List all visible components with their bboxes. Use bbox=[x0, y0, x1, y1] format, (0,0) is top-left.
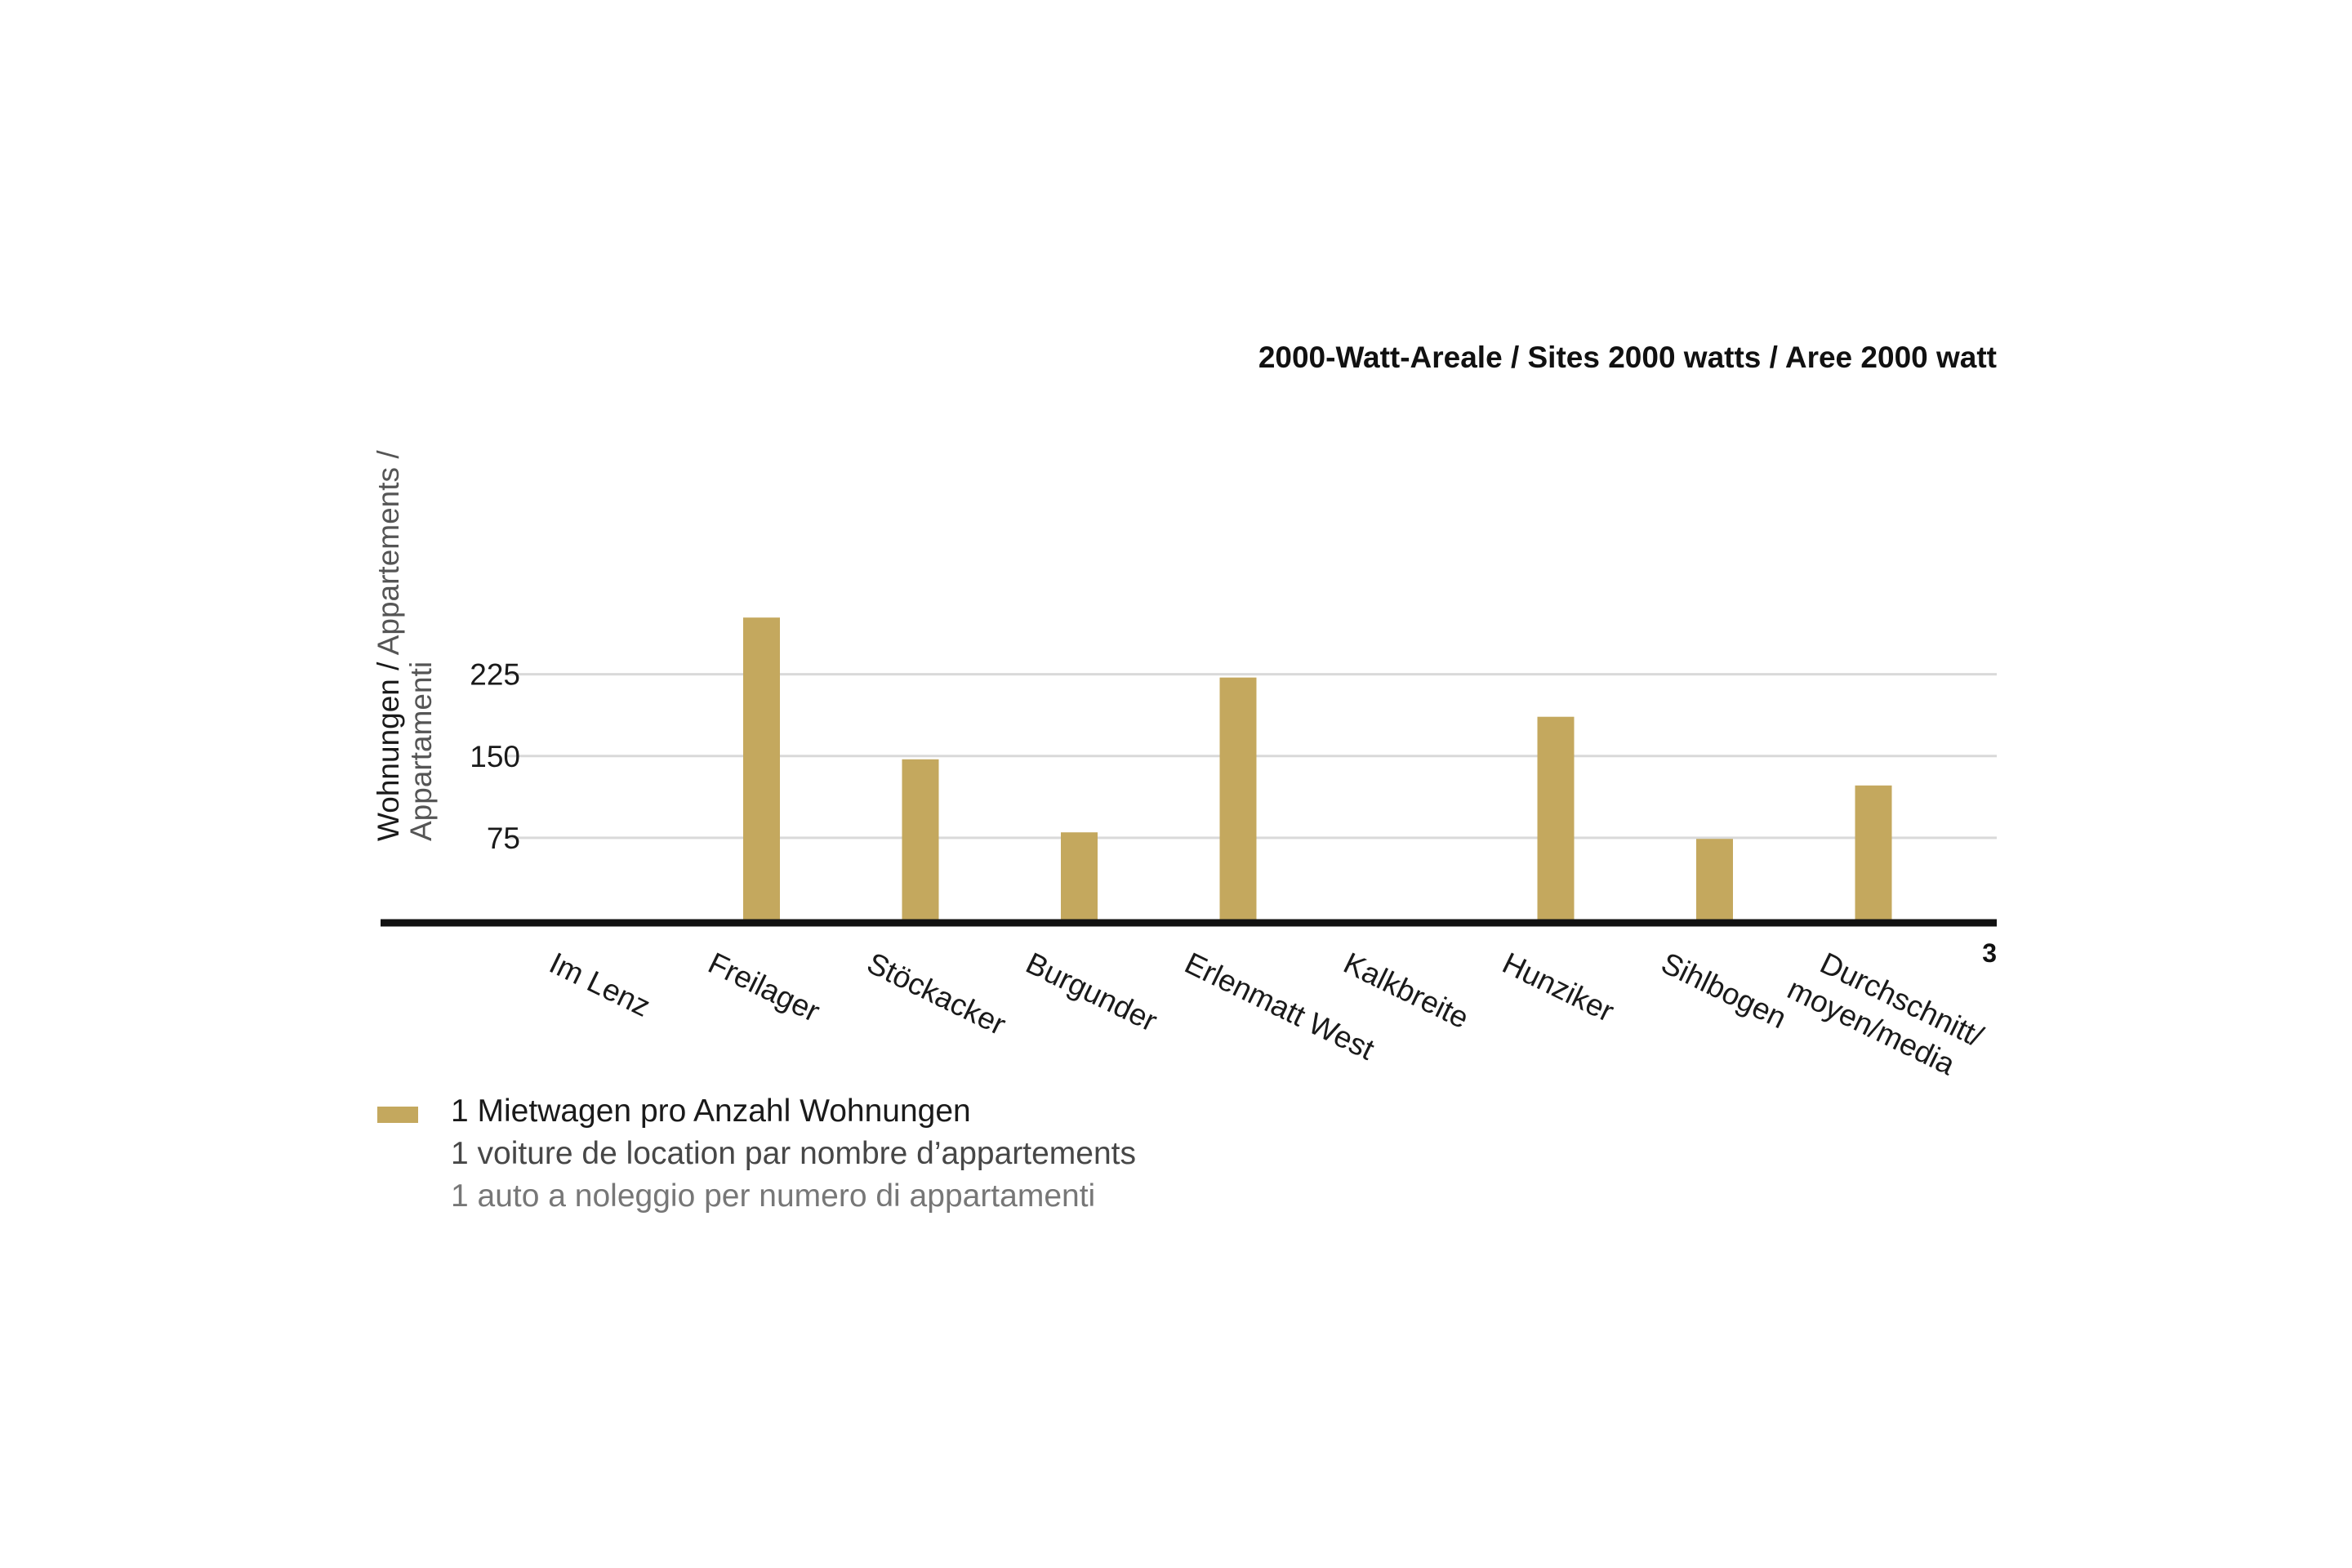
legend-label-fr: 1 voiture de location par nombre d’appar… bbox=[451, 1136, 1136, 1171]
bar bbox=[1855, 785, 1892, 920]
chart-title: 2000-Watt-Areale / Sites 2000 watts / Ar… bbox=[1258, 341, 1997, 374]
bar bbox=[1219, 677, 1257, 920]
y-tick-label: 75 bbox=[487, 822, 520, 855]
x-tick-label: Freilager bbox=[703, 946, 825, 1028]
x-tick-label: Hunziker bbox=[1497, 946, 1619, 1028]
bars bbox=[743, 617, 1892, 920]
page-marker: 3 bbox=[1982, 938, 1997, 968]
x-tick-label: Kalkbreite bbox=[1339, 946, 1474, 1035]
x-tick-label: Im Lenz bbox=[544, 946, 655, 1023]
x-tick-label: Durchschnitt/moyen/media bbox=[1783, 938, 1989, 1088]
y-axis-label-main: Wohnungen / bbox=[372, 655, 405, 841]
legend-swatch bbox=[377, 1107, 418, 1123]
y-axis-label-line2: Appartamenti bbox=[404, 662, 438, 841]
x-tick-label: Sihlbogen bbox=[1656, 946, 1792, 1035]
bar bbox=[1537, 716, 1575, 920]
y-tick-label: 225 bbox=[470, 658, 520, 692]
x-tick-labels: Im Lenz Freilager Stöckacker Burgunder Erlen… bbox=[544, 938, 1989, 1088]
x-tick-label: Burgunder bbox=[1021, 946, 1162, 1038]
y-tick-labels: 75 150 225 bbox=[470, 658, 520, 855]
legend-label-de: 1 Mietwagen pro Anzahl Wohnungen bbox=[451, 1094, 971, 1129]
y-axis-label-secondary: Appartements / bbox=[372, 450, 405, 656]
bar bbox=[1061, 832, 1098, 920]
bar bbox=[743, 617, 780, 920]
bar bbox=[1696, 839, 1733, 920]
bar bbox=[902, 759, 939, 920]
y-tick-label: 150 bbox=[470, 740, 520, 773]
legend-text: 1 Mietwagen pro Anzahl Wohnungen 1 voitu… bbox=[451, 1090, 1136, 1218]
x-tick-label: Stöckacker bbox=[862, 946, 1010, 1041]
y-axis-label: Wohnungen / Appartements / bbox=[372, 450, 405, 841]
legend-label-it: 1 auto a noleggio per numero di appartam… bbox=[451, 1178, 1096, 1214]
